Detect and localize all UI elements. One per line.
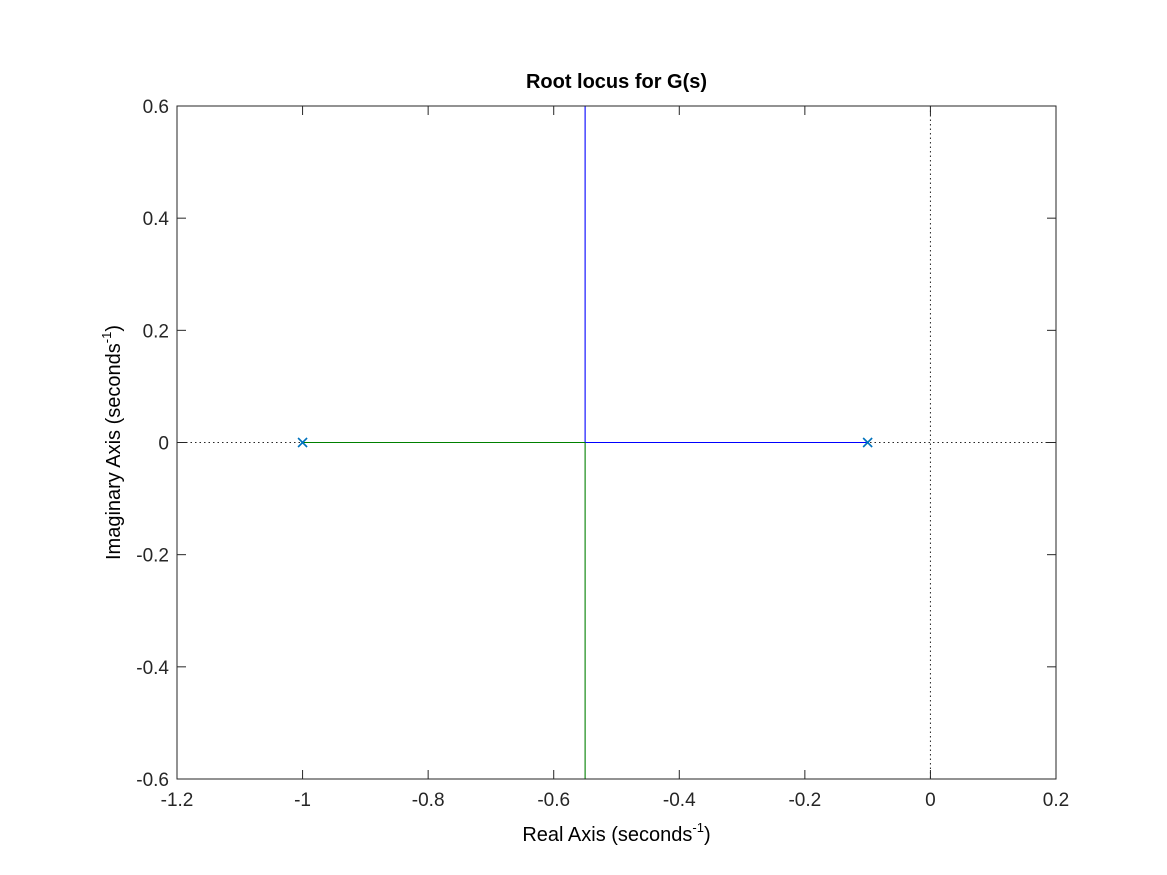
y-tick-label: -0.2	[136, 546, 169, 567]
y-axis-label-suffix: )	[103, 325, 125, 332]
pole-markers	[297, 437, 873, 448]
chart-title: Root locus for G(s)	[526, 71, 707, 93]
y-axis-label-text: Imaginary Axis (seconds	[103, 343, 125, 560]
x-tick-label: -0.2	[788, 790, 821, 811]
pole-marker-stroke	[297, 437, 308, 448]
y-axis-label-superscript: -1	[99, 332, 114, 344]
y-tick-label: -0.6	[136, 770, 169, 791]
y-tick-label: 0.4	[143, 209, 170, 230]
x-tick-label: -0.6	[537, 790, 570, 811]
x-tick-label: -1	[294, 790, 311, 811]
locus-branches	[302, 106, 868, 779]
pole-marker-2	[862, 437, 873, 448]
x-tick-label: -0.8	[412, 790, 445, 811]
y-tick-label: 0.6	[143, 97, 169, 118]
y-axis-label: Imaginary Axis (seconds-1)	[99, 325, 125, 560]
x-axis-ticks: -1.2 -1 -0.8 -0.6 -0.4 -0.2 0 0.2	[161, 106, 1069, 811]
x-axis-label-superscript: -1	[692, 820, 704, 835]
x-tick-label: 0	[925, 790, 936, 811]
y-tick-label: -0.4	[136, 658, 169, 679]
x-tick-label: 0.2	[1043, 790, 1069, 811]
y-tick-label: 0.2	[143, 321, 169, 342]
x-axis-label-text: Real Axis (seconds	[522, 824, 692, 846]
x-tick-label: -0.4	[663, 790, 696, 811]
pole-marker-stroke	[862, 437, 873, 448]
y-axis-ticks: -0.6 -0.4 -0.2 0 0.2 0.4 0.6	[136, 97, 1056, 791]
y-tick-label: 0	[158, 434, 169, 455]
x-axis-label-suffix: )	[704, 824, 711, 846]
x-tick-label: -1.2	[161, 790, 194, 811]
x-axis-label: Real Axis (seconds-1)	[522, 820, 710, 846]
pole-marker-1	[297, 437, 308, 448]
